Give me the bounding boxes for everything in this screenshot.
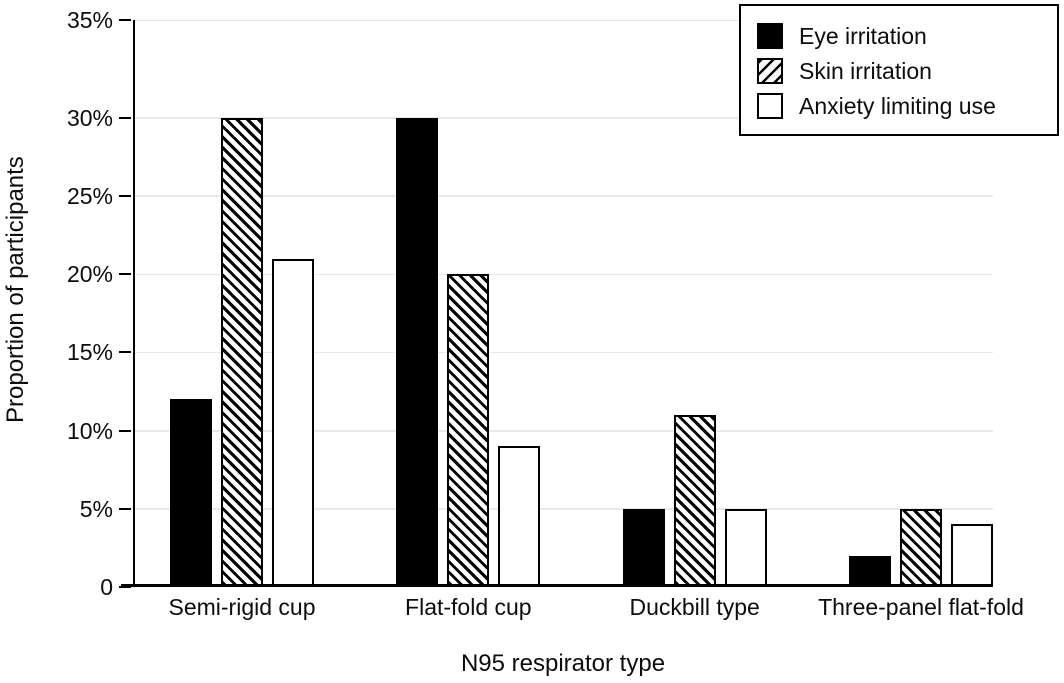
- y-tick: [119, 116, 131, 119]
- gridline: [135, 117, 993, 119]
- x-category-label: Semi-rigid cup: [168, 594, 316, 620]
- y-axis-line: [133, 20, 135, 587]
- x-category-labels: Semi-rigid cup Flat-fold cup Duckbill type…: [133, 594, 1024, 620]
- y-tick-label: 10%: [66, 417, 113, 444]
- gridline: [135, 430, 993, 432]
- legend-item-anxiety-limiting-use: Anxiety limiting use: [757, 93, 1041, 119]
- bar: [899, 508, 942, 587]
- x-category-label: Duckbill type: [623, 594, 767, 620]
- y-tick-label: 15%: [66, 339, 113, 366]
- solid-swatch-icon: [757, 23, 783, 49]
- x-category-label-text: Flat-fold cup: [405, 594, 532, 620]
- y-tick: [119, 194, 131, 197]
- y-tick: [119, 586, 131, 588]
- gridline: [135, 19, 993, 21]
- legend-item-eye-irritation: Eye irritation: [757, 23, 1041, 49]
- x-category-label: Three-panel flat-fold: [818, 594, 1024, 620]
- y-tick: [119, 507, 131, 510]
- legend-item-skin-irritation: Skin irritation: [757, 58, 1041, 84]
- legend-label: Skin irritation: [799, 58, 932, 84]
- y-tick-label: 30%: [66, 104, 113, 131]
- bar: [622, 508, 665, 587]
- gridline: [135, 508, 993, 510]
- gridline: [135, 195, 993, 197]
- y-tick: [119, 273, 131, 276]
- y-tick: [119, 19, 131, 21]
- bar-group: [848, 20, 993, 587]
- gridline: [135, 273, 993, 276]
- y-tick-label: 5%: [79, 495, 113, 522]
- x-axis-title: N95 respirator type: [460, 650, 666, 677]
- bar: [170, 399, 212, 587]
- x-category-label: Flat-fold cup: [396, 594, 540, 620]
- bar: [447, 274, 490, 587]
- bar: [221, 117, 263, 587]
- bar: [950, 524, 993, 587]
- legend-label: Anxiety limiting use: [799, 93, 996, 119]
- gridline: [135, 351, 993, 354]
- bar-group: [396, 20, 541, 587]
- y-tick: [119, 429, 131, 432]
- x-category-label-text: Semi-rigid cup: [168, 594, 316, 620]
- y-tick-label: 20%: [66, 261, 113, 288]
- bar-group: [622, 20, 767, 587]
- y-tick-label: 35%: [66, 7, 113, 33]
- y-tick-label: 25%: [66, 182, 113, 209]
- y-tick-label: 0: [100, 574, 113, 600]
- y-tick: [119, 351, 131, 354]
- x-axis-line: [121, 584, 993, 587]
- plot-area: 0 5% 10% 15% 20% 25% 30% 35%: [67, 8, 993, 599]
- open-swatch-icon: [757, 93, 783, 119]
- bar: [498, 446, 541, 587]
- hatch-swatch-icon: [757, 58, 783, 84]
- bar: [673, 414, 716, 587]
- bar: [396, 117, 439, 587]
- bar: [272, 258, 314, 587]
- bar: [724, 508, 767, 587]
- x-category-label-text: Three-panel flat-fold: [818, 594, 1024, 620]
- legend: Eye irritation Skin irritation Anxiety l…: [739, 4, 1059, 136]
- x-category-label-text: Duckbill type: [629, 594, 760, 620]
- bar-group: [170, 20, 314, 587]
- bars-row: [133, 20, 993, 587]
- bar: [848, 555, 891, 587]
- legend-label: Eye irritation: [799, 23, 927, 49]
- y-axis-title: Proportion of participants: [2, 156, 29, 424]
